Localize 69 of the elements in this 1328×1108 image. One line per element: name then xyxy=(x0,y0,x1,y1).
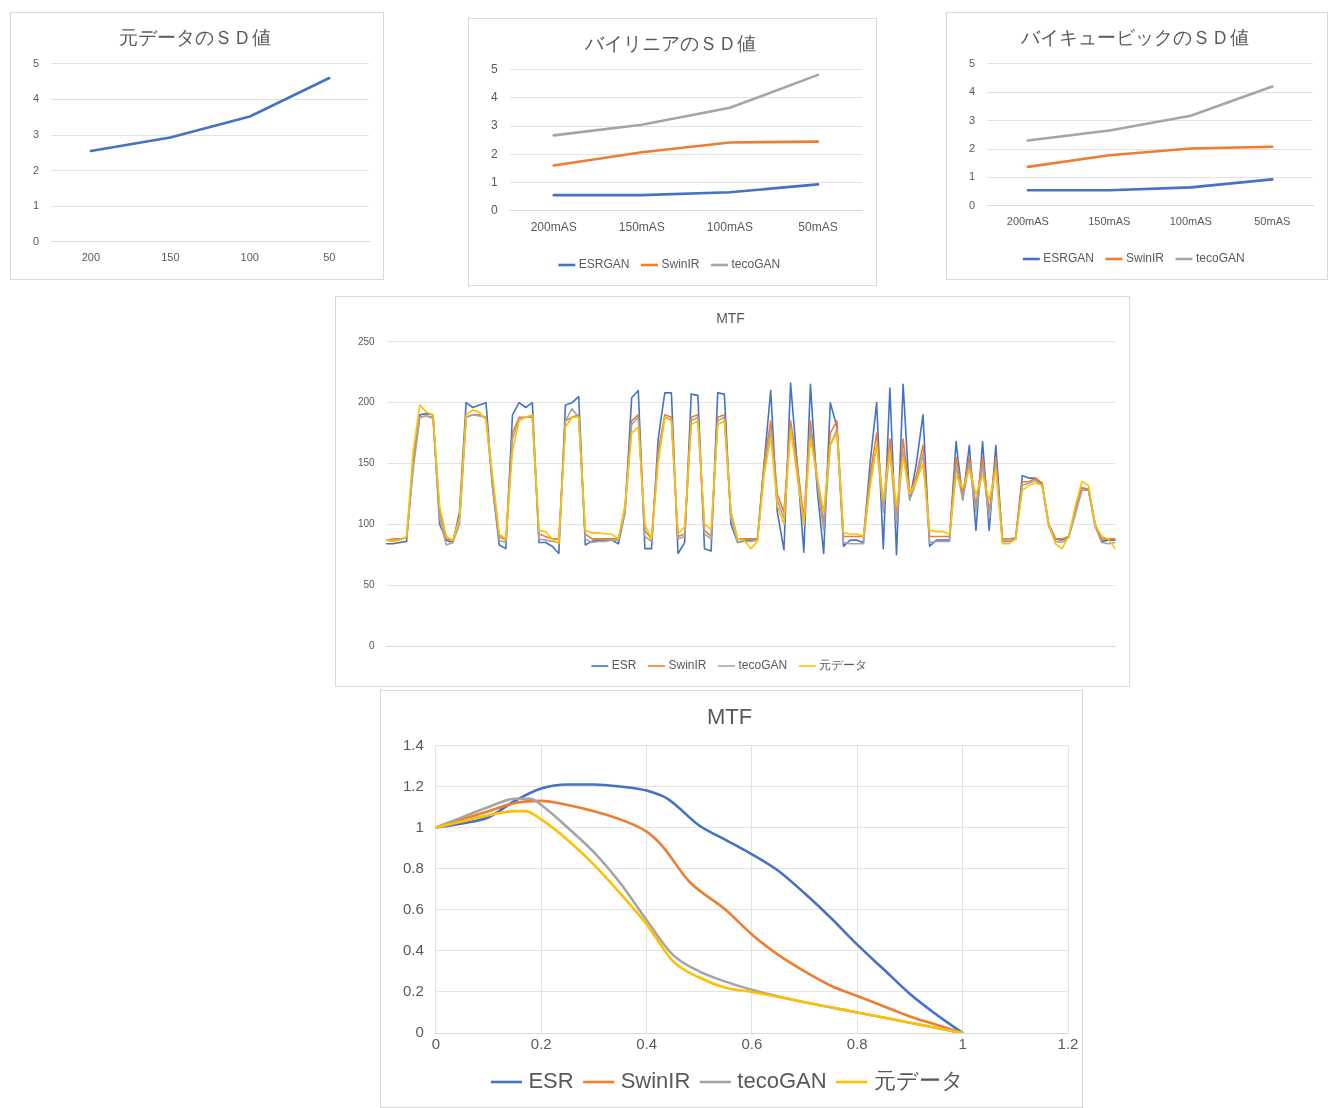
legend-label: SwinIR xyxy=(620,1068,691,1094)
legend-label: tecoGAN xyxy=(738,658,788,673)
y-tick-label: 50 xyxy=(363,578,376,590)
y-tick-label: 0 xyxy=(415,1023,424,1041)
y-tick-label: 0 xyxy=(968,198,976,211)
y-tick-label: 5 xyxy=(32,56,40,69)
chart-title: 元データのＳＤ値 xyxy=(119,26,271,48)
legend-label: SwinIR xyxy=(1125,251,1165,266)
legend-label: ESRGAN xyxy=(578,257,630,272)
x-tick-label: 0.2 xyxy=(530,1035,552,1053)
x-tick-label: 50mAS xyxy=(1254,215,1291,228)
y-tick-label: 150 xyxy=(358,457,376,469)
y-tick-label: 3 xyxy=(490,118,498,133)
legend-label: ESR xyxy=(611,658,637,673)
y-tick-label: 3 xyxy=(32,128,40,141)
y-tick-label: 0.4 xyxy=(402,940,424,958)
legend-label: 元データ xyxy=(819,658,868,673)
x-tick-label: 150 xyxy=(161,251,180,264)
y-tick-label: 0.6 xyxy=(402,899,424,917)
x-tick-label: 100mAS xyxy=(706,220,753,235)
y-tick-label: 2 xyxy=(32,163,40,176)
y-tick-label: 0.8 xyxy=(402,858,424,876)
chart-title: MTF xyxy=(706,704,753,730)
chart-title: MTF xyxy=(716,310,745,327)
legend-label: SwinIR xyxy=(668,658,707,673)
y-tick-label: 100 xyxy=(358,518,376,530)
y-tick-label: 200 xyxy=(358,396,376,408)
x-tick-label: 150mAS xyxy=(1088,215,1131,228)
y-tick-label: 2 xyxy=(968,142,976,155)
y-tick-label: 4 xyxy=(490,90,498,105)
y-tick-label: 1 xyxy=(968,170,976,183)
y-tick-label: 2 xyxy=(490,146,498,161)
x-tick-label: 150mAS xyxy=(618,220,665,235)
x-tick-label: 1.2 xyxy=(1057,1035,1079,1053)
y-tick-label: 0.2 xyxy=(402,982,424,1000)
legend-label: SwinIR xyxy=(661,257,700,272)
x-tick-label: 50mAS xyxy=(798,220,838,235)
legend-label: 元データ xyxy=(873,1068,964,1094)
y-tick-label: 0 xyxy=(490,202,498,217)
x-tick-label: 200mAS xyxy=(1006,215,1049,228)
y-tick-label: 4 xyxy=(968,85,976,98)
y-tick-label: 250 xyxy=(358,335,376,347)
legend-label: tecoGAN xyxy=(731,257,781,272)
x-tick-label: 0.4 xyxy=(636,1035,657,1053)
y-tick-label: 1.2 xyxy=(402,776,424,794)
x-tick-label: 0 xyxy=(431,1035,441,1053)
x-tick-label: 200mAS xyxy=(530,220,577,235)
legend-label: tecoGAN xyxy=(737,1068,827,1094)
y-tick-label: 1.4 xyxy=(402,735,424,753)
y-tick-label: 4 xyxy=(32,92,40,105)
y-tick-label: 1 xyxy=(415,817,424,835)
chart-title: バイリニアのＳＤ値 xyxy=(584,32,756,54)
legend-label: ESRGAN xyxy=(1043,251,1094,266)
y-tick-label: 5 xyxy=(968,56,976,69)
x-tick-label: 0.8 xyxy=(846,1035,868,1053)
legend-label: ESR xyxy=(528,1068,574,1094)
chart-title: バイキュービックのＳＤ値 xyxy=(1020,26,1249,48)
x-tick-label: 100mAS xyxy=(1169,215,1212,228)
y-tick-label: 1 xyxy=(32,199,40,212)
y-tick-label: 3 xyxy=(968,113,976,126)
x-tick-label: 50 xyxy=(323,251,336,264)
y-tick-label: 0 xyxy=(32,234,40,247)
y-tick-label: 0 xyxy=(369,639,376,651)
y-tick-label: 1 xyxy=(490,174,498,189)
x-tick-label: 0.6 xyxy=(741,1035,763,1053)
y-tick-label: 5 xyxy=(490,62,498,77)
legend-label: tecoGAN xyxy=(1196,251,1245,266)
x-tick-label: 200 xyxy=(81,251,101,264)
x-tick-label: 100 xyxy=(240,251,259,264)
